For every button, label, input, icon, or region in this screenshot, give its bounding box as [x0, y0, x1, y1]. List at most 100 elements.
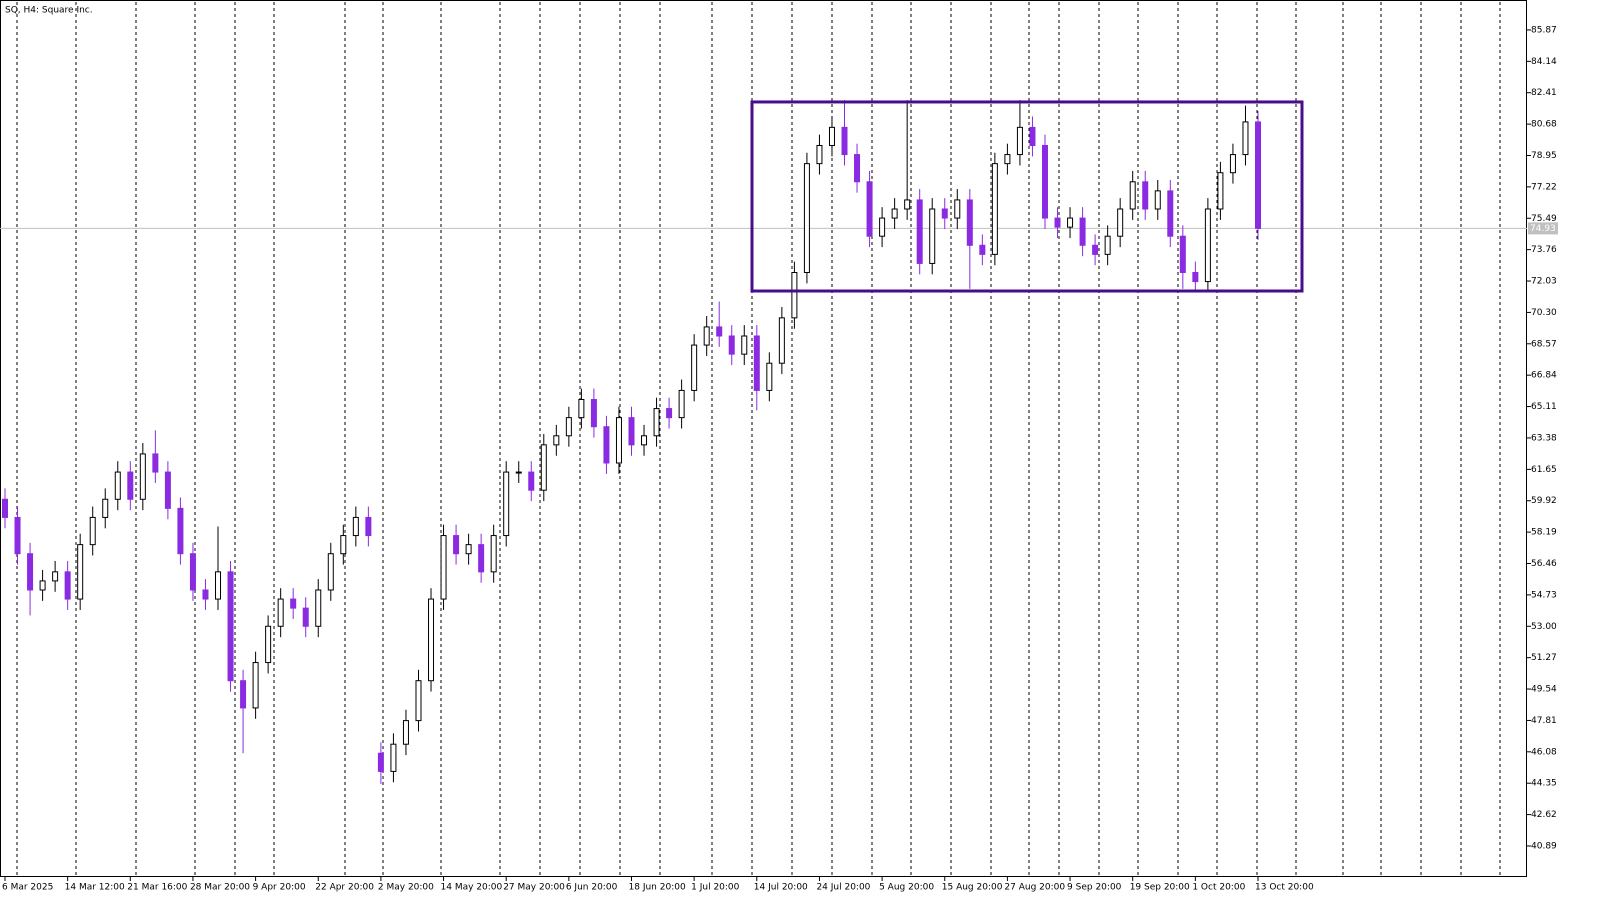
candle-body [753, 335, 760, 391]
y-tick-label: 66.84 [1531, 371, 1557, 381]
candle-body [929, 208, 936, 264]
candle-body [1154, 190, 1161, 210]
candle-body [1016, 126, 1023, 156]
candle-body [252, 662, 259, 709]
y-tick-label: 56.46 [1531, 559, 1557, 569]
y-tick-label: 82.41 [1531, 88, 1557, 98]
candle-body [164, 471, 171, 509]
candle-body [503, 471, 510, 537]
candle-body [741, 335, 748, 355]
candle-body [590, 398, 597, 428]
candle-body [678, 389, 685, 419]
y-tick-label: 46.08 [1531, 747, 1557, 757]
candle-body [1204, 208, 1211, 283]
candle-body [1079, 217, 1086, 246]
y-tick-label: 65.11 [1531, 402, 1557, 412]
candle-body [1041, 145, 1048, 219]
candle-body [340, 535, 347, 555]
candle-body [653, 408, 660, 437]
candle-body [615, 417, 622, 464]
candle-body [277, 598, 284, 627]
candle-body [302, 607, 309, 627]
candle-body [991, 163, 998, 255]
y-tick-label: 47.81 [1531, 716, 1557, 726]
candle-body [114, 471, 121, 500]
candle-body [327, 553, 334, 591]
candle-body [540, 444, 547, 491]
candle-body [1129, 181, 1136, 210]
candle-body [916, 199, 923, 264]
candle-body [89, 516, 96, 546]
candle-body [377, 752, 384, 772]
y-tick-label: 53.00 [1531, 622, 1557, 632]
y-tick-label: 84.14 [1531, 57, 1557, 67]
candle-body [102, 498, 109, 518]
y-tick-label: 77.22 [1531, 182, 1557, 192]
candle-body [39, 580, 46, 591]
candle-body [1004, 154, 1011, 165]
candle-body [365, 516, 372, 537]
candle-body [828, 126, 835, 147]
candle-body [1192, 272, 1199, 283]
candle-body [515, 471, 522, 474]
candle-body [1229, 154, 1236, 174]
candle-body [1217, 172, 1224, 210]
candle-body [966, 199, 973, 246]
candle-body [352, 516, 359, 537]
candle-body [402, 720, 409, 745]
y-tick-label: 51.27 [1531, 653, 1557, 663]
candle-body [290, 598, 297, 609]
y-tick-label: 80.68 [1531, 120, 1557, 130]
candle-body [778, 317, 785, 364]
candle-body [440, 535, 447, 600]
y-tick-label: 59.92 [1531, 496, 1557, 506]
candle-body [27, 553, 34, 591]
x-tick-label: 9 Apr 20:00 [253, 883, 306, 893]
candle-body [453, 535, 460, 555]
candle-body [189, 553, 196, 591]
x-tick-label: 24 Jul 20:00 [816, 883, 870, 893]
candle-body [1242, 121, 1249, 156]
candle-body [152, 453, 159, 473]
candle-body [52, 571, 59, 582]
candle-body [803, 163, 810, 274]
candle-body [77, 544, 84, 600]
x-tick-label: 22 Apr 20:00 [315, 883, 374, 893]
y-tick-label: 58.19 [1531, 528, 1557, 538]
x-tick-label: 18 Jun 20:00 [629, 883, 686, 893]
y-tick-label: 44.35 [1531, 779, 1557, 789]
candle-body [1142, 181, 1149, 210]
x-tick-label: 14 Mar 12:00 [65, 883, 125, 893]
x-tick-label: 19 Sep 20:00 [1130, 883, 1190, 893]
candle-body [1029, 126, 1036, 147]
candle-body [904, 199, 911, 210]
candle-body [215, 571, 222, 600]
candle-body [14, 516, 21, 555]
candle-body [578, 398, 585, 419]
candle-body [941, 208, 948, 219]
candle-body [841, 126, 848, 156]
x-tick-label: 27 Aug 20:00 [1004, 883, 1065, 893]
candle-body [227, 571, 234, 682]
y-tick-label: 61.65 [1531, 465, 1557, 475]
y-tick-label: 72.03 [1531, 277, 1557, 287]
y-tick-label: 68.57 [1531, 339, 1557, 349]
candle-body [641, 435, 648, 446]
candle-body [265, 625, 272, 664]
candle-body [177, 507, 184, 555]
candle-body [1067, 217, 1074, 228]
candle-body [465, 544, 472, 555]
candle-body [478, 544, 485, 573]
last-price-tag [1528, 222, 1558, 235]
last-price-label: 74.93 [1530, 224, 1556, 234]
candle-body [816, 145, 823, 165]
candle-body [603, 426, 610, 464]
candle-body [565, 417, 572, 437]
x-tick-label: 28 Mar 20:00 [190, 883, 250, 893]
x-tick-label: 14 May 20:00 [441, 883, 503, 893]
candle-body [528, 471, 535, 491]
candle-body [2, 498, 8, 518]
candle-body [1167, 190, 1174, 237]
x-tick-label: 1 Oct 20:00 [1192, 883, 1245, 893]
